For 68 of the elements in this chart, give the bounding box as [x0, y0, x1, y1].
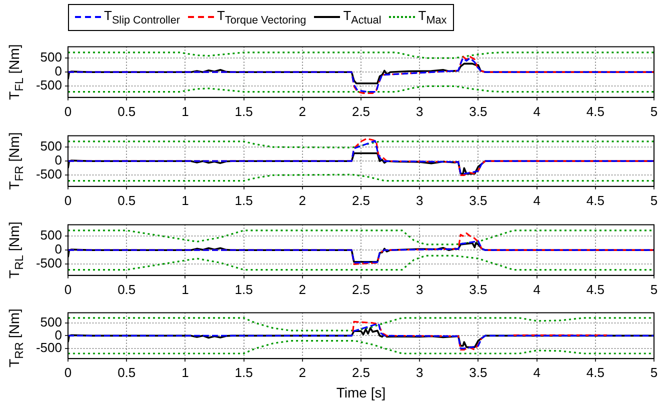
line-series	[68, 254, 654, 271]
y-tick-label: -500	[36, 166, 62, 182]
x-tick-label: 5	[650, 192, 658, 208]
x-tick-label: 2	[298, 364, 306, 380]
x-tick-label: 4.5	[586, 282, 604, 297]
y-tick-label: 0	[54, 152, 62, 168]
x-tick-label: 4.5	[586, 364, 604, 380]
x-tick-label: 2	[298, 282, 306, 297]
x-tick-label: 5	[650, 364, 658, 380]
y-tick-label: -500	[36, 256, 62, 271]
x-tick-label: 1	[182, 282, 189, 297]
x-tick-label: 2.5	[352, 192, 370, 208]
x-tick-label: 3	[416, 364, 424, 380]
x-tick-label: 4	[533, 282, 540, 297]
x-tick-label: 1.5	[234, 282, 253, 297]
y-tick-label: 0	[54, 327, 62, 342]
x-tick-label: 1	[182, 364, 189, 380]
legend-label: T$_{Actual}$	[343, 8, 382, 27]
line-series	[68, 140, 654, 148]
y-tick-label: -500	[36, 78, 62, 93]
x-tick-label: 3	[416, 192, 424, 208]
x-tick-label: 0	[64, 192, 72, 208]
line-series	[68, 174, 654, 182]
x-tick-label: 1.5	[234, 104, 253, 119]
x-tick-label: 3.5	[469, 282, 488, 297]
y-tick-label: -500	[36, 340, 62, 355]
x-tick-label: 1.5	[234, 192, 253, 208]
y-tick-label: 500	[40, 228, 62, 243]
x-tick-label: 5	[650, 104, 658, 119]
line-series	[68, 340, 654, 354]
x-tick-label: 3	[416, 282, 424, 297]
x-tick-label: 0.5	[118, 364, 136, 380]
x-tick-label: 0.5	[118, 282, 136, 297]
x-tick-label: 2	[298, 192, 306, 208]
x-tick-label: 5	[650, 282, 658, 297]
x-tick-label: 4	[533, 364, 540, 380]
x-tick-label: 2.5	[352, 282, 370, 297]
x-tick-label: 0.5	[118, 192, 136, 208]
y-tick-label: 500	[40, 50, 62, 65]
x-tick-label: 2	[298, 104, 306, 119]
x-tick-label: 1	[182, 192, 189, 208]
y-tick-label: 0	[54, 242, 62, 257]
x-tick-label: 1	[182, 104, 189, 119]
x-tick-label: 0.5	[118, 104, 136, 119]
y-tick-label: 0	[54, 64, 62, 79]
x-tick-label: 0	[64, 364, 72, 380]
x-axis-title: Time [s]	[336, 384, 386, 400]
x-tick-label: 4.5	[586, 104, 604, 119]
x-tick-label: 3.5	[469, 364, 488, 380]
x-tick-label: 2.5	[352, 104, 370, 119]
legend-label: T$_{Torque Vectoring}$	[216, 8, 306, 27]
legend-label: T$_{Max}$	[418, 8, 447, 27]
x-tick-label: 3.5	[469, 104, 488, 119]
x-tick-label: 4	[533, 104, 540, 119]
y-tick-label: 500	[40, 314, 62, 330]
line-series	[68, 317, 654, 332]
x-tick-label: 2.5	[352, 364, 370, 380]
y-tick-label: 500	[40, 138, 62, 154]
x-tick-label: 4	[533, 192, 540, 208]
x-tick-label: 0	[64, 282, 72, 297]
line-series	[68, 230, 654, 246]
x-tick-label: 4.5	[586, 192, 604, 208]
x-tick-label: 3.5	[469, 192, 488, 208]
legend-label: T$_{Slip Controller}$	[104, 8, 180, 27]
x-tick-label: 1.5	[234, 364, 253, 380]
line-series	[68, 322, 654, 350]
x-tick-label: 0	[64, 104, 72, 119]
x-tick-label: 3	[416, 104, 424, 119]
